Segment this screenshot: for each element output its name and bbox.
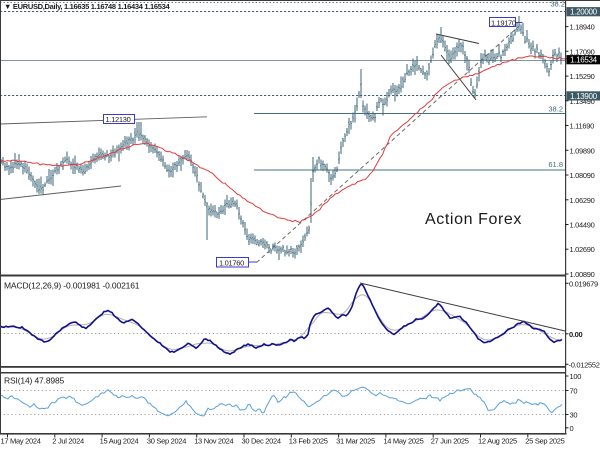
svg-text:▼ EURUSD,Daily, 1.16635 1.1674: ▼ EURUSD,Daily, 1.16635 1.16748 1.16434 …	[4, 2, 171, 11]
svg-text:14 May 2025: 14 May 2025	[383, 437, 423, 446]
svg-text:1.20000: 1.20000	[570, 8, 598, 17]
svg-text:30: 30	[570, 411, 578, 420]
svg-text:27 Jun 2025: 27 Jun 2025	[431, 437, 469, 446]
svg-text:100: 100	[570, 372, 582, 381]
svg-text:1.13900: 1.13900	[570, 92, 598, 101]
svg-text:1.11690: 1.11690	[570, 122, 595, 131]
svg-text:RSI(14) 47.8985: RSI(14) 47.8985	[4, 376, 65, 386]
svg-text:0: 0	[570, 424, 574, 433]
svg-text:70: 70	[570, 387, 578, 396]
svg-text:1.04490: 1.04490	[570, 221, 595, 230]
svg-text:25 Sep 2025: 25 Sep 2025	[525, 437, 564, 446]
svg-text:1.19170: 1.19170	[491, 18, 516, 27]
svg-text:-0.012552: -0.012552	[569, 360, 600, 369]
svg-text:1.06290: 1.06290	[570, 196, 595, 205]
svg-text:1.08090: 1.08090	[570, 171, 595, 180]
svg-text:0.019679: 0.019679	[569, 279, 598, 288]
svg-text:1.01760: 1.01760	[219, 258, 244, 267]
svg-text:31 Mar 2025: 31 Mar 2025	[336, 437, 375, 446]
svg-text:1.18940: 1.18940	[570, 23, 595, 32]
svg-text:0.00: 0.00	[569, 330, 583, 339]
svg-text:38.2: 38.2	[550, 0, 565, 9]
svg-text:15 Aug 2024: 15 Aug 2024	[100, 437, 139, 446]
svg-text:30 Dec 2024: 30 Dec 2024	[242, 437, 281, 446]
svg-text:1.00890: 1.00890	[570, 270, 595, 279]
svg-text:13 Nov 2024: 13 Nov 2024	[194, 437, 233, 446]
svg-text:Action Forex: Action Forex	[425, 211, 522, 228]
svg-text:13 Feb 2025: 13 Feb 2025	[289, 437, 328, 446]
svg-text:30 Sep 2024: 30 Sep 2024	[147, 437, 186, 446]
svg-text:MACD(12,26,9) -0.001981 -0.002: MACD(12,26,9) -0.001981 -0.002161	[4, 281, 140, 291]
svg-text:1.15290: 1.15290	[570, 72, 595, 81]
svg-text:1.09890: 1.09890	[570, 146, 595, 155]
svg-text:1.17090: 1.17090	[570, 47, 595, 56]
svg-text:17 May 2024: 17 May 2024	[1, 437, 41, 446]
svg-text:2 Jul 2024: 2 Jul 2024	[52, 437, 84, 446]
svg-text:1.12130: 1.12130	[106, 115, 131, 124]
svg-text:38.2: 38.2	[548, 105, 563, 114]
svg-text:1.13490: 1.13490	[570, 97, 595, 106]
svg-text:1.16534: 1.16534	[570, 56, 598, 65]
svg-text:61.8: 61.8	[548, 160, 563, 169]
svg-text:1.02690: 1.02690	[570, 245, 595, 254]
svg-text:12 Aug 2025: 12 Aug 2025	[478, 437, 517, 446]
